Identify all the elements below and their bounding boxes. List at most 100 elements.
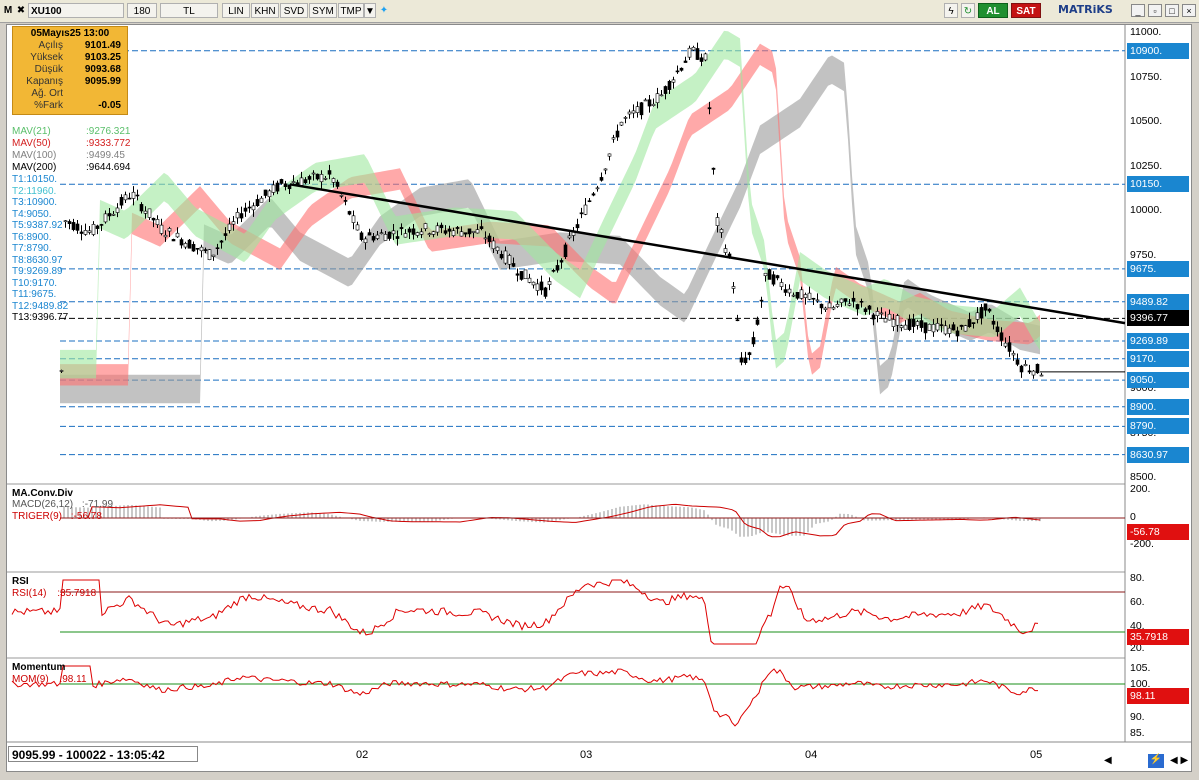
candle-body (515, 273, 520, 276)
sym-button[interactable]: SYM (309, 3, 337, 18)
price-level-label: 8900. (1127, 398, 1189, 415)
candle-body (1019, 365, 1024, 373)
candle-body (235, 212, 240, 219)
candle-body (991, 320, 996, 325)
twitter-icon[interactable]: ✦ (379, 5, 389, 16)
candle-body (915, 321, 920, 326)
khn-button[interactable]: KHN (251, 3, 279, 18)
candle-body (331, 178, 336, 183)
candle-body (251, 205, 256, 211)
scroll-icons[interactable]: ◀ ▶ (1170, 755, 1189, 766)
lightning-icon[interactable]: ϟ (944, 3, 958, 18)
trend-line (289, 183, 1126, 325)
indicator-tick: -200. (1130, 538, 1154, 550)
momentum-legend: MOM(9) :98.11 (12, 674, 87, 685)
candle-body (963, 325, 968, 332)
restore-icon[interactable]: ▫ (1148, 4, 1162, 17)
price-level-label: 9269.89 (1127, 332, 1189, 349)
candle-body (803, 294, 808, 298)
buy-button[interactable]: AL (978, 3, 1008, 18)
level-legend-item: T12:9489.82 (12, 300, 69, 312)
info-key: Yüksek (30, 52, 63, 63)
candle-body (1011, 352, 1016, 356)
candle-body (911, 318, 916, 327)
candle-body (655, 93, 660, 104)
candle-body (1003, 342, 1008, 347)
chart-area[interactable] (6, 24, 1192, 772)
candle-body (711, 167, 716, 170)
ohlc-info-box: 05Mayıs25 13:00 Açılış 9101.49 Yüksek 9103.… (12, 26, 128, 115)
candle-body (799, 289, 804, 299)
candle-body (927, 323, 932, 331)
candle-body (827, 302, 832, 309)
info-key: Kapanış (26, 76, 63, 87)
candle-body (63, 220, 68, 223)
tmp-button[interactable]: TMP (338, 3, 364, 18)
refresh-icon[interactable]: ↻ (961, 3, 975, 18)
brand-logo: MATRiKS (1058, 3, 1113, 16)
candle-body (715, 217, 720, 226)
candle-body (507, 255, 512, 265)
candle-body (811, 297, 816, 300)
candle-body (587, 200, 592, 203)
candle-body (863, 308, 868, 312)
candle-body (879, 312, 884, 315)
candle-body (739, 357, 744, 363)
candle-body (371, 236, 376, 241)
indicator-tick: 85. (1130, 727, 1145, 739)
candle-body (271, 184, 276, 193)
symbol-input[interactable]: XU100 (28, 3, 124, 18)
period-button[interactable]: 180 (127, 3, 157, 18)
candle-body (627, 111, 632, 115)
candle-body (495, 246, 500, 251)
ma-legend-item: MAV(100):9499.45 (12, 150, 125, 161)
info-value: 9101.49 (84, 40, 121, 51)
minimize-icon[interactable]: _ (1131, 4, 1145, 17)
candle-body (475, 229, 480, 234)
dropdown-icon[interactable]: ▼ (364, 3, 376, 18)
candle-body (583, 204, 588, 215)
candle-body (391, 230, 396, 235)
candle-body (219, 240, 224, 243)
candle-body (855, 304, 860, 310)
candle-body (735, 319, 740, 322)
candle-body (311, 172, 316, 175)
macd-trigger-line (60, 503, 1041, 538)
candle-body (447, 228, 452, 232)
settings-icon[interactable]: ⚡ (1148, 754, 1164, 768)
candle-body (231, 221, 236, 225)
candle-body (651, 103, 656, 106)
candle-body (279, 179, 284, 184)
candle-body (463, 232, 468, 235)
candle-body (751, 337, 756, 345)
candle-body (563, 244, 568, 258)
maximize-icon[interactable]: □ (1165, 4, 1179, 17)
candle-body (531, 281, 536, 286)
indicator-tick: 105. (1130, 662, 1151, 674)
rsi-legend: RSI(14) :35.7918 (12, 588, 97, 599)
svd-button[interactable]: SVD (280, 3, 308, 18)
sell-button[interactable]: SAT (1011, 3, 1041, 18)
lin-button[interactable]: LIN (222, 3, 250, 18)
candle-body (907, 318, 912, 330)
currency-button[interactable]: TL (160, 3, 218, 18)
candle-body (703, 53, 708, 61)
candle-body (775, 275, 780, 279)
candle-body (287, 184, 292, 190)
close-icon[interactable]: ✖ (16, 5, 26, 16)
scroll-left-icon[interactable]: ◀ (1104, 755, 1112, 766)
candle-body (679, 67, 684, 71)
candle-body (435, 225, 440, 233)
candle-body (359, 232, 364, 240)
price-level-label: 8790. (1127, 418, 1189, 435)
candle-body (967, 319, 972, 327)
level-legend-item: T10:9170. (12, 277, 58, 289)
indicator-tick: 80. (1130, 572, 1145, 584)
candle-body (555, 265, 560, 271)
candle-body (1031, 370, 1036, 376)
close-window-icon[interactable]: × (1182, 4, 1196, 17)
candle-body (187, 239, 192, 249)
candle-body (791, 294, 796, 297)
indicator-value-badge: 35.7918 (1127, 629, 1189, 645)
